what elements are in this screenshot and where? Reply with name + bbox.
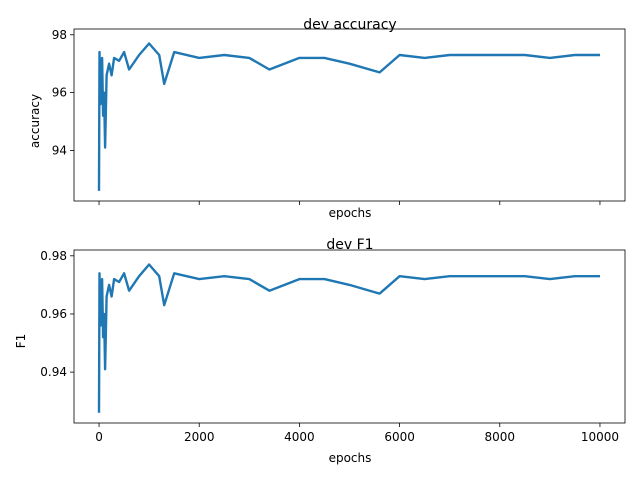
subplot-dev-accuracy: dev accuracy epochs accuracy 94 96 98: [28, 17, 626, 220]
x-tick-label: 2000: [184, 430, 215, 444]
y-tick-label: 96: [52, 86, 67, 100]
y-tick-label: 0.98: [40, 249, 67, 263]
x-ticks: 0 2000 4000 6000 8000 10000: [95, 423, 619, 444]
y-tick-label: 0.94: [40, 365, 67, 379]
chart-title: dev F1: [326, 237, 373, 253]
y-axis-label: F1: [14, 334, 28, 349]
x-axis-label: epochs: [329, 451, 372, 465]
series-line: [97, 263, 600, 413]
y-tick-label: 98: [52, 28, 67, 42]
subplot-dev-f1: dev F1 epochs F1 0 2000 4000 6000 8000 10000 …: [14, 237, 626, 465]
x-tick-label: 8000: [484, 430, 515, 444]
x-tick-label: 0: [95, 430, 103, 444]
axes-frame: [73, 28, 626, 202]
x-tick-label: 10000: [581, 430, 619, 444]
x-tick-label: 4000: [284, 430, 315, 444]
axes-frame: [73, 249, 626, 424]
series-line: [97, 42, 600, 191]
y-ticks: 0.94 0.96 0.98: [40, 249, 74, 379]
x-ticks: [98, 201, 601, 205]
y-ticks: 94 96 98: [52, 28, 74, 157]
y-tick-label: 0.96: [40, 307, 67, 321]
x-tick-label: 6000: [384, 430, 415, 444]
plot-area: [97, 42, 600, 191]
y-axis-label: accuracy: [28, 94, 42, 148]
chart-title: dev accuracy: [303, 17, 396, 33]
plot-area: [97, 263, 600, 413]
x-axis-label: epochs: [329, 206, 372, 220]
y-tick-label: 94: [52, 143, 67, 157]
